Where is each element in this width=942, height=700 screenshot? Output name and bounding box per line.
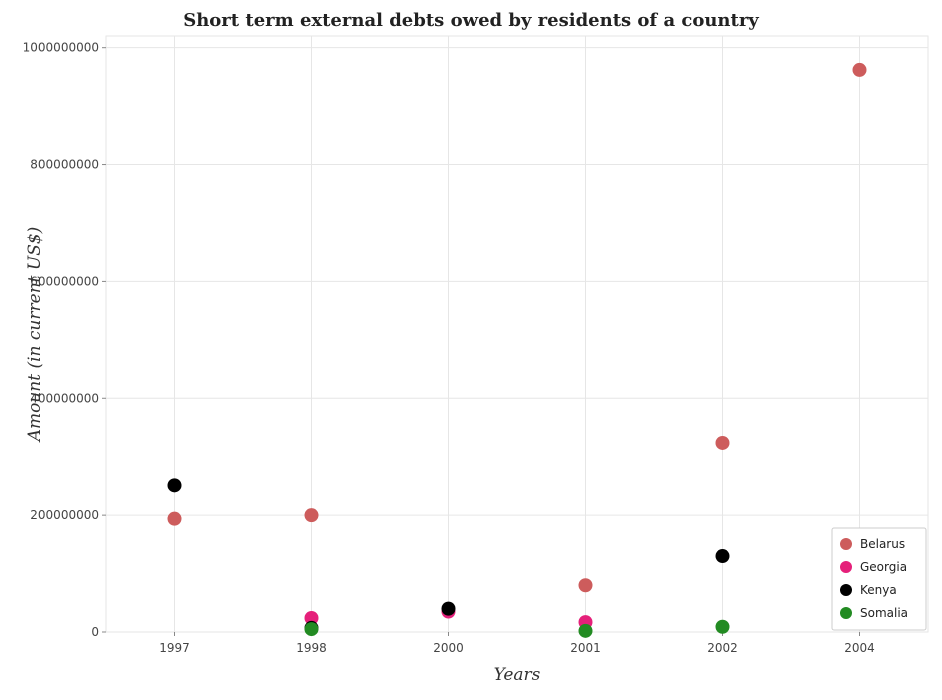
legend-label-georgia: Georgia <box>860 560 907 574</box>
chart-title: Short term external debts owed by reside… <box>183 10 759 31</box>
grid <box>106 36 928 633</box>
point-kenya <box>715 549 730 564</box>
y-tick-label: 1000000000 <box>23 41 99 55</box>
y-tick-label: 0 <box>91 625 99 639</box>
y-tick-label: 200000000 <box>30 508 99 522</box>
legend-label-kenya: Kenya <box>860 583 897 597</box>
data-points <box>167 62 867 638</box>
y-axis-ticks: 0 200000000 400000000 600000000 800000000 100… <box>23 41 106 639</box>
legend-label-belarus: Belarus <box>860 537 905 551</box>
point-somalia <box>304 622 319 637</box>
x-tick-label: 2002 <box>707 641 738 655</box>
y-tick-label: 400000000 <box>30 391 99 405</box>
y-axis-label: Amount (in current US$) <box>25 227 45 444</box>
point-belarus <box>852 62 867 77</box>
x-tick-label: 2001 <box>570 641 601 655</box>
point-kenya <box>167 478 182 493</box>
plot-frame <box>105 35 929 633</box>
point-belarus <box>578 578 593 593</box>
x-tick-label: 1997 <box>159 641 190 655</box>
x-axis-label: Years <box>494 665 541 685</box>
x-tick-label: 1998 <box>296 641 327 655</box>
legend-marker-georgia <box>840 561 852 573</box>
point-belarus <box>304 508 319 523</box>
x-tick-label: 2004 <box>844 641 875 655</box>
legend-marker-belarus <box>840 538 852 550</box>
x-axis-ticks: 1997 1998 2000 2001 2002 2004 <box>159 632 875 655</box>
y-tick-label: 800000000 <box>30 158 99 172</box>
point-somalia <box>578 623 593 638</box>
legend-box <box>831 527 927 631</box>
y-tick-label: 600000000 <box>30 274 99 288</box>
point-belarus <box>167 511 182 526</box>
point-somalia <box>715 619 730 634</box>
legend-label-somalia: Somalia <box>860 606 908 620</box>
point-georgia <box>304 610 319 625</box>
legend-marker-somalia <box>840 607 852 619</box>
x-tick-label: 2000 <box>433 641 464 655</box>
point-belarus <box>715 435 730 450</box>
point-kenya <box>441 601 456 616</box>
legend: Belarus Georgia Kenya Somalia <box>831 527 927 631</box>
legend-marker-kenya <box>840 584 852 596</box>
